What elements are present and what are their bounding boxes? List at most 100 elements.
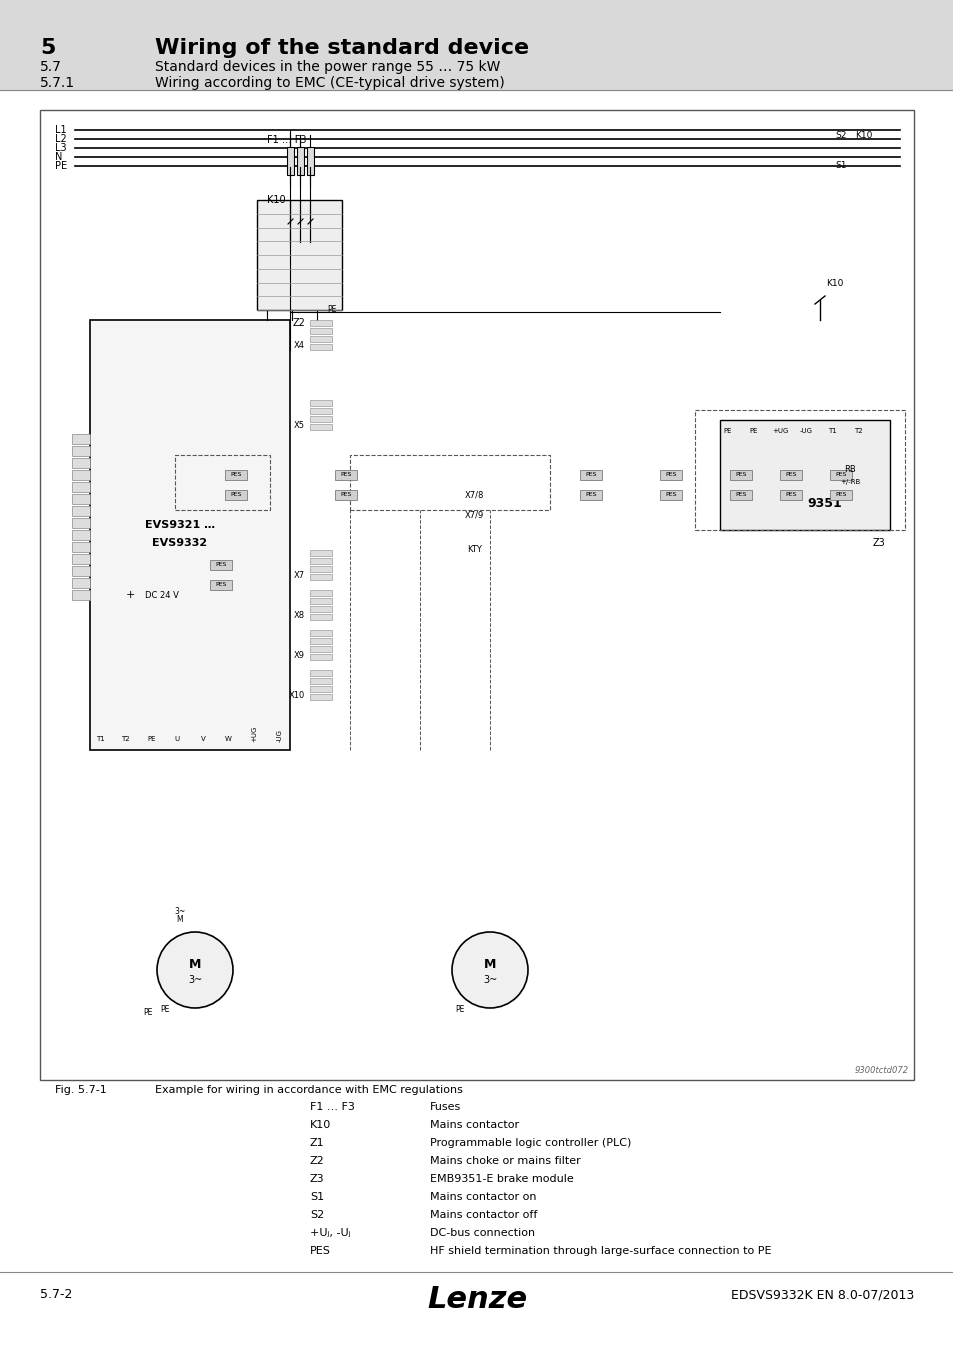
Bar — [310, 574, 332, 580]
Bar — [40, 109, 913, 1080]
Text: EDSVS9332K EN 8.0-07/2013: EDSVS9332K EN 8.0-07/2013 — [730, 1288, 913, 1301]
Text: PES: PES — [735, 472, 746, 478]
Bar — [310, 424, 332, 431]
Text: PES: PES — [784, 493, 796, 498]
Bar — [225, 470, 247, 481]
Text: K10: K10 — [854, 131, 871, 139]
Bar — [71, 506, 90, 516]
Text: U: U — [174, 736, 179, 742]
Bar — [310, 686, 332, 693]
Bar — [210, 580, 232, 590]
Bar — [720, 420, 889, 531]
Text: +/-RB: +/-RB — [839, 479, 860, 485]
Text: Fig. 5.7-1: Fig. 5.7-1 — [55, 1085, 107, 1095]
Text: X7: X7 — [294, 571, 305, 579]
Text: Z2: Z2 — [310, 1156, 324, 1166]
Bar — [729, 470, 751, 481]
Text: RB: RB — [843, 466, 855, 474]
Text: Z3: Z3 — [310, 1174, 324, 1184]
Text: N: N — [55, 153, 62, 162]
Text: 5: 5 — [40, 38, 55, 58]
Bar — [225, 490, 247, 500]
Text: M: M — [483, 958, 496, 972]
Text: HF shield termination through large-surface connection to PE: HF shield termination through large-surf… — [430, 1246, 771, 1256]
Text: S2: S2 — [310, 1210, 324, 1220]
Circle shape — [157, 931, 233, 1008]
Text: X9: X9 — [294, 651, 305, 660]
Text: KTY: KTY — [467, 545, 482, 555]
Text: X8: X8 — [294, 610, 305, 620]
Text: W: W — [225, 736, 232, 742]
Text: 3~: 3~ — [188, 975, 202, 985]
Text: Standard devices in the power range 55 … 75 kW: Standard devices in the power range 55 …… — [154, 59, 500, 74]
Bar — [310, 647, 332, 652]
Text: K10: K10 — [310, 1120, 331, 1130]
Text: PE: PE — [55, 161, 67, 171]
Text: PES: PES — [835, 472, 846, 478]
Text: PES: PES — [735, 493, 746, 498]
Text: +: + — [125, 590, 134, 599]
Text: X10: X10 — [289, 690, 305, 699]
Bar — [310, 336, 332, 342]
Bar — [310, 606, 332, 612]
Text: PE: PE — [143, 1008, 152, 1017]
Bar — [0, 0, 953, 90]
Text: +UG: +UG — [251, 726, 257, 743]
Text: F1 … F3: F1 … F3 — [267, 135, 306, 144]
Text: X7/9: X7/9 — [464, 510, 484, 520]
Bar — [310, 549, 332, 556]
Text: X7/8: X7/8 — [464, 490, 484, 500]
Bar — [829, 490, 851, 500]
Text: PES: PES — [585, 493, 596, 498]
Bar — [310, 408, 332, 414]
Text: T2: T2 — [853, 428, 862, 433]
Bar — [310, 653, 332, 660]
Text: PES: PES — [835, 493, 846, 498]
Bar — [71, 458, 90, 468]
Text: -UG: -UG — [276, 729, 283, 742]
Text: PES: PES — [215, 582, 227, 587]
Text: -UG: -UG — [799, 428, 812, 433]
Text: Wiring of the standard device: Wiring of the standard device — [154, 38, 529, 58]
Text: Z3: Z3 — [871, 539, 884, 548]
Bar — [307, 147, 314, 176]
Bar — [71, 578, 90, 589]
Bar — [71, 518, 90, 528]
Text: 9300tctd072: 9300tctd072 — [854, 1066, 908, 1075]
Text: F1 … F3: F1 … F3 — [310, 1102, 355, 1112]
Text: K10: K10 — [825, 279, 842, 288]
Bar — [71, 494, 90, 504]
Text: K10: K10 — [267, 194, 285, 205]
Bar — [310, 416, 332, 423]
Text: Example for wiring in accordance with EMC regulations: Example for wiring in accordance with EM… — [154, 1085, 462, 1095]
Text: PES: PES — [664, 472, 676, 478]
Text: T1: T1 — [95, 736, 104, 742]
Text: PES: PES — [340, 472, 352, 478]
Text: PE: PE — [147, 736, 155, 742]
Bar — [310, 320, 332, 325]
Text: X5: X5 — [294, 420, 305, 429]
Text: V: V — [200, 736, 205, 742]
Bar — [90, 320, 290, 751]
Text: PES: PES — [310, 1246, 331, 1256]
Bar — [71, 554, 90, 564]
Text: DC 24 V: DC 24 V — [145, 590, 178, 599]
Text: Programmable logic controller (PLC): Programmable logic controller (PLC) — [430, 1138, 631, 1148]
Bar — [210, 560, 232, 570]
Text: S2: S2 — [834, 131, 845, 139]
Text: PES: PES — [664, 493, 676, 498]
Bar — [310, 630, 332, 636]
Bar — [71, 446, 90, 456]
Bar — [310, 590, 332, 595]
Text: T2: T2 — [121, 736, 130, 742]
Bar — [579, 490, 601, 500]
Bar — [71, 531, 90, 540]
Bar — [829, 470, 851, 481]
Bar — [659, 490, 681, 500]
Bar — [310, 598, 332, 603]
Bar — [350, 455, 550, 510]
Bar — [695, 410, 904, 531]
Text: M: M — [176, 915, 183, 923]
Bar — [579, 470, 601, 481]
Text: +Uⱼ, -Uⱼ: +Uⱼ, -Uⱼ — [310, 1228, 351, 1238]
